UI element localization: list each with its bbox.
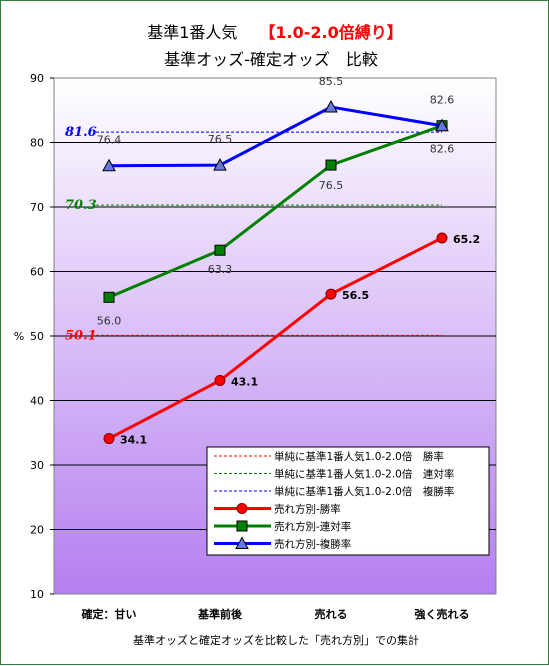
x-tick-label: 基準前後 <box>197 607 243 621</box>
legend-label: 単純に基準1番人気1.0-2.0倍 勝率 <box>274 450 444 463</box>
data-point <box>214 244 226 256</box>
chart-title-main: 基準1番人気 <box>147 23 237 42</box>
data-point <box>324 99 338 113</box>
data-point <box>102 158 116 172</box>
x-tick-label: 確定：甘い <box>82 607 137 621</box>
legend-box <box>206 446 490 556</box>
y-tick-label: 30 <box>30 459 44 472</box>
y-tick-label: 20 <box>30 524 44 537</box>
data-point <box>236 520 248 532</box>
chart-title: 基準1番人気 【1.0-2.0倍縛り】 <box>147 23 403 42</box>
data-point <box>236 503 248 514</box>
legend-label: 単純に基準1番人気1.0-2.0倍 複勝率 <box>274 485 454 498</box>
data-label: 43.1 <box>231 376 258 389</box>
data-point <box>103 291 115 303</box>
data-label: 76.5 <box>208 133 233 146</box>
data-point <box>214 375 226 387</box>
reference-label: 50.1 <box>65 328 97 343</box>
y-axis-label: % <box>14 330 24 343</box>
data-label: 82.6 <box>430 94 455 107</box>
data-point <box>103 433 115 445</box>
x-tick-label: 強く売れる <box>415 607 470 621</box>
legend-label: 単純に基準1番人気1.0-2.0倍 連対率 <box>274 468 454 481</box>
data-label: 76.4 <box>97 134 122 147</box>
data-label: 85.5 <box>319 75 344 88</box>
series-line <box>108 236 443 440</box>
series-group: 34.1 43.1 56.5 65.2 <box>103 232 480 447</box>
legend-label: 売れ方別-複勝率 <box>274 538 351 551</box>
data-point <box>235 536 249 549</box>
series-line <box>108 105 443 168</box>
y-tick-label: 10 <box>30 588 44 601</box>
legend-label: 売れ方別-連対率 <box>274 520 351 533</box>
y-tick-label: 70 <box>30 201 44 214</box>
data-point <box>213 158 227 171</box>
y-tick-label: 50 <box>30 330 44 343</box>
reference-label: 70.3 <box>65 198 97 213</box>
series-group: 56.0 63.3 76.5 82.6 <box>97 120 455 327</box>
data-point <box>435 118 449 132</box>
data-label: 34.1 <box>120 434 147 447</box>
series-group: 76.4 76.5 85.5 82.6 <box>97 75 455 172</box>
y-tick-label: 60 <box>30 266 44 279</box>
chart-title-highlight: 【1.0-2.0倍縛り】 <box>259 23 402 42</box>
data-label: 82.6 <box>430 143 455 156</box>
x-tick-label: 売れる <box>315 607 348 621</box>
data-point <box>325 288 337 300</box>
data-point <box>325 159 337 171</box>
data-point <box>436 232 448 244</box>
y-tick-label: 90 <box>30 72 44 85</box>
data-label: 76.5 <box>319 179 344 192</box>
reference-label: 81.6 <box>65 125 97 140</box>
data-label: 65.2 <box>453 233 480 246</box>
y-tick-label: 40 <box>30 395 44 408</box>
y-tick-label: 80 <box>30 137 44 150</box>
data-label: 63.3 <box>208 263 233 276</box>
series-line <box>108 124 443 299</box>
legend-label: 売れ方別-勝率 <box>274 503 341 516</box>
chart-subtitle: 基準オッズ-確定オッズ 比較 <box>164 50 378 69</box>
data-label: 56.0 <box>97 314 122 327</box>
x-axis-label: 基準オッズと確定オッズを比較した「売れ方別」での集計 <box>133 633 419 647</box>
data-label: 56.5 <box>342 289 369 302</box>
